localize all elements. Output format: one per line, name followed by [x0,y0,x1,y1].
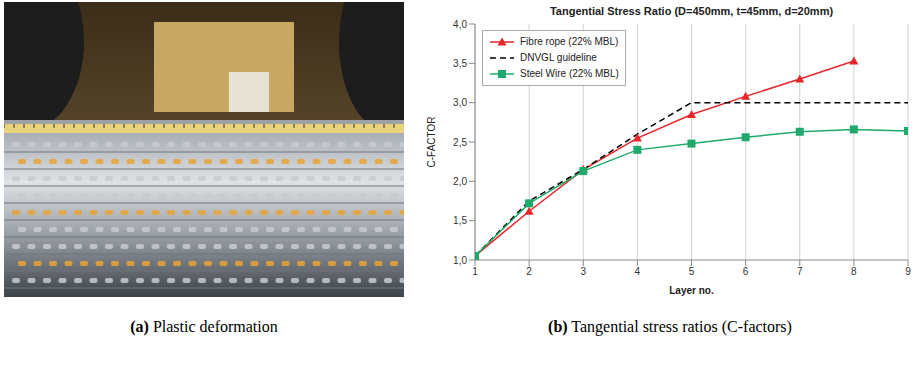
svg-text:1,5: 1,5 [453,215,467,226]
svg-text:4,0: 4,0 [453,19,467,30]
svg-text:5: 5 [689,266,695,277]
svg-text:7: 7 [797,266,803,277]
svg-text:2,5: 2,5 [453,137,467,148]
html-text:Steel Wire (22% MBL): Steel Wire (22% MBL) [520,68,619,79]
svg-text:2,0: 2,0 [453,176,467,187]
svg-text:9: 9 [905,266,911,277]
svg-text:3,5: 3,5 [453,58,467,69]
svg-text:8: 8 [851,266,857,277]
svg-text:C-FACTOR: C-FACTOR [426,117,437,168]
svg-text:3,0: 3,0 [453,97,467,108]
svg-text:1,0: 1,0 [453,255,467,266]
html-text:Fibre rope (22% MBL): Fibre rope (22% MBL) [520,36,619,47]
svg-text:2: 2 [526,266,532,277]
svg-text:3: 3 [580,266,586,277]
html-text:Tangential Stress Ratio (D=450: Tangential Stress Ratio (D=450mm, t=45mm… [549,5,834,17]
svg-text:4: 4 [635,266,641,277]
svg-text:1: 1 [472,266,478,277]
html-text:(a) Plastic deformation: (a) Plastic deformation [130,318,278,335]
svg-text:6: 6 [743,266,749,277]
html-text:DNVGL guideline: DNVGL guideline [520,52,597,63]
html-text:(b) Tangential stress ratios (: (b) Tangential stress ratios (C-factors) [548,318,792,335]
svg-text:Layer no.: Layer no. [669,285,714,296]
